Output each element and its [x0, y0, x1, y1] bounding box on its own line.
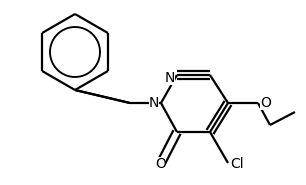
Text: N: N — [149, 96, 159, 110]
Text: N: N — [165, 71, 175, 85]
Text: O: O — [260, 96, 271, 110]
Text: O: O — [155, 157, 166, 171]
Text: Cl: Cl — [230, 157, 244, 171]
